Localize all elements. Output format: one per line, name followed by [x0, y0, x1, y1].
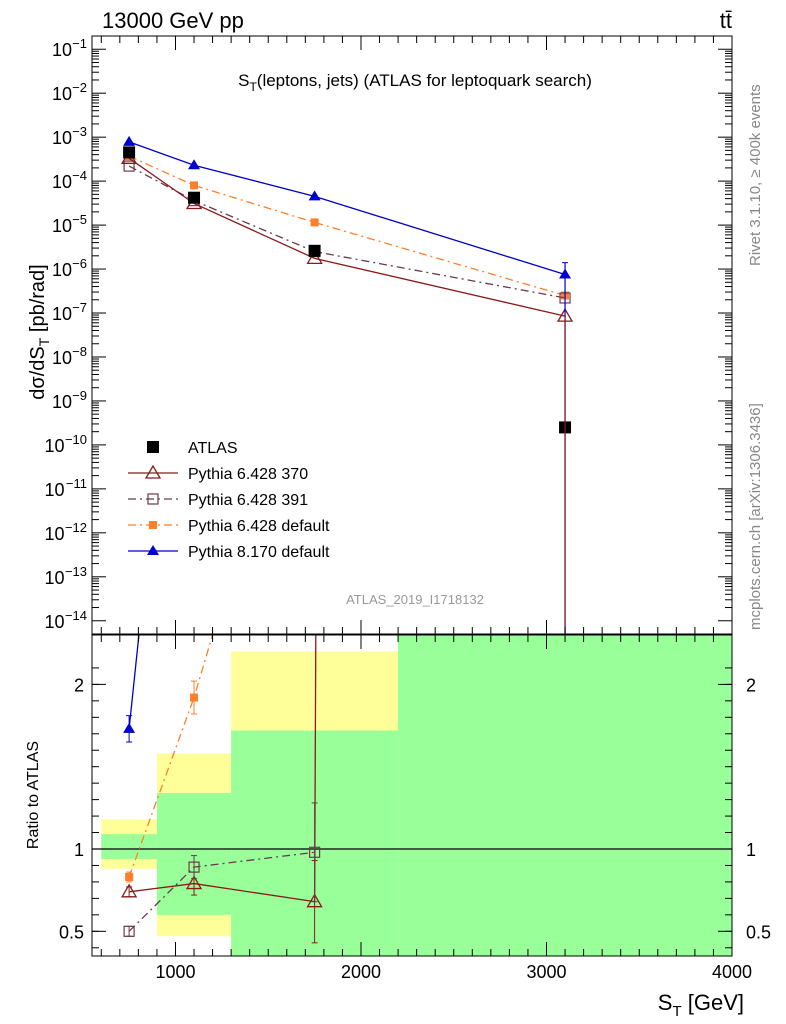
legend-label: ATLAS	[188, 440, 238, 457]
y-tick-exponent: −3	[72, 124, 87, 139]
ratio-y-tick-label: 2	[74, 675, 84, 695]
y-tick-label: 10	[44, 568, 64, 588]
legend-marker	[147, 493, 159, 505]
x-tick-label: 2000	[341, 962, 381, 982]
y-tick-exponent: −14	[65, 608, 87, 623]
data-point	[123, 135, 136, 146]
y-tick-label: 10	[52, 392, 72, 412]
legend-marker	[147, 545, 159, 555]
data-point	[306, 250, 323, 265]
ratio-point	[185, 875, 203, 890]
rivet-version-label: Rivet 3.1.10, ≥ 400k events	[747, 84, 764, 266]
y-tick-exponent: −10	[65, 432, 87, 447]
y-tick-label: 10	[44, 612, 64, 632]
legend-label: Pythia 6.428 391	[188, 492, 308, 509]
y-tick-label: 10	[52, 260, 72, 280]
data-point	[123, 146, 136, 159]
y-tick-label: 10	[44, 524, 64, 544]
legend-label: Pythia 8.170 default	[188, 544, 330, 561]
ratio-point	[123, 722, 136, 733]
ratio-y-tick-label: 1	[74, 840, 84, 860]
uncertainty-band-green	[398, 635, 732, 956]
top-frame	[91, 35, 733, 635]
data-point	[123, 160, 135, 172]
ratio-y-tick-label-right: 1	[746, 840, 756, 860]
uncertainty-band-green	[101, 834, 157, 859]
y-tick-exponent: −4	[72, 168, 87, 183]
y-tick-exponent: −1	[72, 36, 87, 51]
y-tick-exponent: −5	[72, 212, 87, 227]
data-point	[308, 190, 321, 201]
analysis-annotation: ATLAS_2019_I1718132	[346, 592, 484, 607]
x-tick-label: 3000	[526, 962, 566, 982]
y-tick-label: 10	[52, 216, 72, 236]
data-point	[188, 159, 201, 170]
top-axis-ticks: 10 −110 −210 −310 −410 −510 −610 −710 −810 −910 −1…	[44, 36, 733, 634]
ratio-point	[190, 693, 199, 702]
ratio-point	[125, 872, 134, 881]
y-tick-label: 10	[52, 40, 72, 60]
ratio-y-axis-label: Ratio to ATLAS	[25, 741, 42, 849]
y-tick-label: 10	[52, 304, 72, 324]
legend-label: Pythia 6.428 default	[188, 518, 330, 535]
ratio-y-tick-label-right: 2	[746, 675, 756, 695]
data-point	[310, 218, 319, 227]
y-tick-exponent: −6	[72, 256, 87, 271]
ratio-point	[188, 861, 200, 873]
legend: ATLAS Pythia 6.428 370 Pythia 6.428 391 Pyt…	[128, 440, 330, 561]
top-series-layer	[120, 135, 574, 634]
legend-marker	[144, 464, 162, 479]
bottom-axis-ticks: 0.5 0.5 1 1 2 2 1000 2000 3000 4000	[59, 635, 771, 982]
x-tick-label: 4000	[712, 962, 752, 982]
data-point	[190, 181, 199, 190]
series-line	[128, 157, 566, 317]
y-tick-label: 10	[52, 84, 72, 104]
ratio-line	[129, 635, 317, 903]
legend-marker	[149, 521, 157, 529]
channel-label: tt̄	[720, 8, 732, 33]
y-tick-label: 10	[52, 128, 72, 148]
series-line	[128, 141, 566, 276]
bottom-series-layer	[92, 635, 732, 956]
ratio-y-tick-label-right: 0.5	[746, 922, 771, 942]
y-tick-exponent: −13	[65, 564, 87, 579]
y-tick-label: 10	[52, 348, 72, 368]
ratio-point	[309, 846, 321, 858]
x-axis-label: ST [GeV]	[658, 990, 744, 1020]
x-tick-label: 1000	[155, 962, 195, 982]
ratio-point	[120, 883, 138, 898]
ratio-y-tick-label: 0.5	[59, 922, 84, 942]
ratio-point	[123, 925, 135, 937]
top-y-axis-label: dσ/dST [pb/rad]	[27, 264, 52, 399]
y-tick-exponent: −8	[72, 344, 87, 359]
y-tick-label: 10	[52, 172, 72, 192]
bottom-frame	[91, 634, 733, 957]
legend-label: Pythia 6.428 370	[188, 466, 308, 483]
y-tick-exponent: −12	[65, 520, 87, 535]
process-label: 13000 GeV pp	[102, 8, 244, 33]
ratio-point	[306, 893, 323, 908]
legend-marker	[147, 441, 159, 453]
top-title: ST(leptons, jets) (ATLAS for leptoquark …	[238, 71, 592, 94]
y-tick-exponent: −11	[66, 476, 87, 491]
uncertainty-band-green	[156, 793, 232, 915]
y-tick-exponent: −2	[72, 80, 87, 95]
y-tick-label: 10	[44, 436, 64, 456]
mcplots-label: mcplots.cern.ch [arXiv:1306.3436]	[747, 403, 764, 630]
data-point	[188, 191, 201, 204]
data-point	[308, 244, 321, 257]
y-tick-exponent: −9	[72, 388, 87, 403]
y-tick-exponent: −7	[72, 300, 87, 315]
y-tick-label: 10	[44, 480, 64, 500]
series-line	[128, 155, 566, 297]
series-line	[128, 165, 566, 299]
